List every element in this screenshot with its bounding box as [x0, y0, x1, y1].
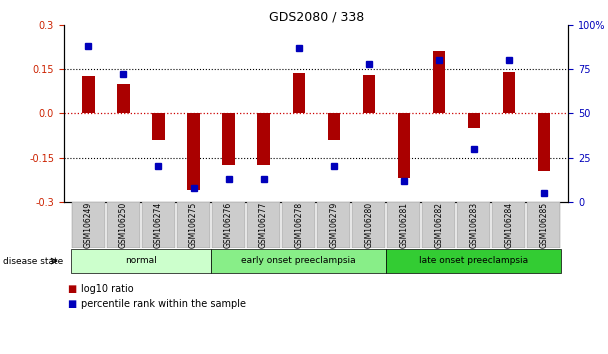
- Text: percentile rank within the sample: percentile rank within the sample: [81, 299, 246, 309]
- Text: normal: normal: [125, 256, 157, 265]
- Text: GSM106279: GSM106279: [329, 202, 338, 248]
- Bar: [107, 202, 140, 248]
- Bar: [142, 202, 175, 248]
- Bar: [352, 202, 385, 248]
- Bar: [212, 202, 245, 248]
- Bar: [317, 202, 350, 248]
- Bar: [538, 113, 550, 171]
- Text: ■: ■: [67, 284, 76, 293]
- Bar: [292, 74, 305, 113]
- Text: GSM106278: GSM106278: [294, 202, 303, 248]
- Bar: [72, 202, 105, 248]
- Text: late onset preeclampsia: late onset preeclampsia: [420, 256, 528, 265]
- Text: GSM106284: GSM106284: [505, 202, 513, 248]
- Text: GSM106281: GSM106281: [399, 202, 408, 248]
- Text: early onset preeclampsia: early onset preeclampsia: [241, 256, 356, 265]
- Bar: [153, 113, 165, 140]
- Bar: [433, 51, 445, 113]
- Bar: [177, 202, 210, 248]
- Bar: [528, 202, 561, 248]
- Text: GSM106275: GSM106275: [189, 202, 198, 248]
- Bar: [328, 113, 340, 140]
- Text: GSM106283: GSM106283: [469, 202, 478, 248]
- Bar: [503, 72, 515, 113]
- Bar: [223, 113, 235, 165]
- Bar: [117, 84, 130, 113]
- Bar: [386, 249, 561, 273]
- Text: GSM106280: GSM106280: [364, 202, 373, 248]
- Text: GSM106249: GSM106249: [84, 202, 93, 248]
- Bar: [71, 249, 211, 273]
- Bar: [282, 202, 315, 248]
- Bar: [492, 202, 525, 248]
- Bar: [362, 75, 375, 113]
- Bar: [257, 113, 270, 165]
- Text: GSM106274: GSM106274: [154, 202, 163, 248]
- Bar: [82, 76, 94, 113]
- Bar: [247, 202, 280, 248]
- Bar: [457, 202, 490, 248]
- Text: GSM106250: GSM106250: [119, 202, 128, 248]
- Bar: [387, 202, 420, 248]
- Text: log10 ratio: log10 ratio: [81, 284, 134, 293]
- Text: GSM106282: GSM106282: [434, 202, 443, 248]
- Text: ■: ■: [67, 299, 76, 309]
- Text: GSM106285: GSM106285: [539, 202, 548, 248]
- Text: GSM106277: GSM106277: [259, 202, 268, 248]
- Bar: [187, 113, 199, 190]
- Text: GSM106276: GSM106276: [224, 202, 233, 248]
- Title: GDS2080 / 338: GDS2080 / 338: [269, 11, 364, 24]
- Text: disease state: disease state: [3, 257, 63, 266]
- Bar: [211, 249, 386, 273]
- Bar: [468, 113, 480, 128]
- Bar: [398, 113, 410, 178]
- Bar: [423, 202, 455, 248]
